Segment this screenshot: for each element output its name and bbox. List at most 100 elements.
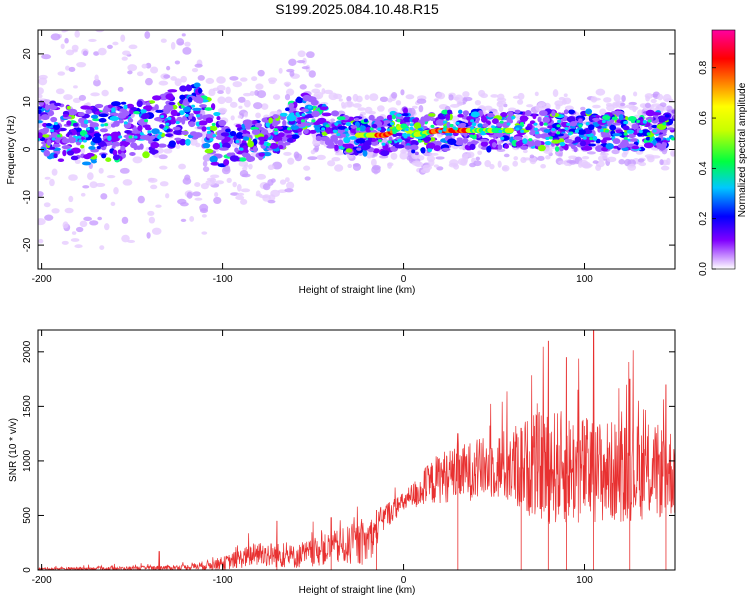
spectrogram-band-blob: [168, 140, 176, 148]
spectrogram-band-blob: [592, 117, 601, 122]
spectrogram-peak-blob: [290, 112, 295, 116]
spectrogram-peak-blob: [557, 119, 562, 123]
spectrogram-band-blob: [117, 112, 127, 119]
spectrogram-band-blob: [130, 107, 138, 111]
spectrogram-band-blob: [53, 153, 58, 159]
spectrogram-noise-blob: [132, 156, 143, 164]
spectrogram-peak-blob: [267, 142, 272, 147]
spectrogram-band-blob: [538, 110, 548, 116]
spectrogram-band-blob: [281, 137, 288, 142]
spectrogram-band-blob: [182, 101, 190, 106]
spectrogram-peak-blob: [300, 119, 305, 123]
spectrogram-peak-blob: [534, 131, 539, 135]
spectrogram-noise-blob: [454, 94, 464, 103]
spectrogram-band-blob: [533, 140, 542, 147]
spectrogram-band-blob: [38, 100, 44, 107]
spectrogram-noise-blob: [88, 38, 97, 42]
spectrogram-noise-blob: [99, 245, 105, 250]
spectrogram-noise-blob: [522, 149, 528, 154]
spectrogram-peak-blob: [191, 104, 196, 108]
spectrogram-peak-blob: [623, 136, 628, 140]
spectrogram-band-blob: [185, 138, 191, 146]
spectrogram-band-blob: [212, 142, 221, 150]
spectrogram-peak-blob: [321, 127, 326, 131]
spectrogram-band-blob: [367, 136, 372, 143]
spectrogram-noise-blob: [592, 160, 599, 164]
spectrogram-noise-blob: [618, 159, 626, 165]
spectrogram-peak-blob: [356, 127, 361, 131]
spectrogram-band-blob: [645, 116, 654, 122]
spectrogram-band-blob: [401, 113, 409, 117]
spectrogram-noise-blob: [308, 70, 316, 78]
spectrogram-noise-blob: [136, 71, 144, 77]
spectrogram-noise-blob: [38, 87, 44, 95]
spectrogram-noise-blob: [462, 91, 470, 98]
spectrogram-noise-blob: [232, 181, 237, 188]
spectrogram-noise-blob: [558, 153, 563, 157]
spectrogram-noise-blob: [294, 153, 303, 162]
spectrogram-band-blob: [651, 124, 658, 129]
spectrogram-band-blob: [174, 137, 182, 141]
spectrogram-noise-blob: [418, 105, 424, 113]
spectrogram-noise-blob: [75, 226, 84, 233]
spectrogram-band-blob: [525, 126, 531, 131]
spectrogram-noise-blob: [612, 101, 621, 107]
spectrogram-band-blob: [643, 142, 654, 149]
snr-y-ticks: 0 500 1000 1500 2000: [22, 340, 675, 573]
spectrogram-band-blob: [355, 138, 366, 144]
spectrogram-noise-blob: [194, 197, 203, 201]
spectrogram-peak-blob: [118, 135, 123, 139]
snr-series-line: [38, 330, 675, 570]
spectrogram-band-blob: [411, 149, 416, 154]
spectrogram-band-blob: [199, 104, 207, 108]
spectrogram-band-blob: [334, 144, 339, 152]
spectrogram-band-blob: [205, 117, 214, 124]
spectrogram-noise-blob: [235, 195, 245, 200]
spectrogram-band-blob: [408, 140, 419, 147]
spectrogram-noise-blob: [534, 91, 539, 97]
spectrogram-band-blob: [242, 136, 250, 141]
spectrogram-peak-blob: [452, 126, 457, 130]
spectrogram-band-blob: [306, 96, 317, 103]
spectrogram-band-blob: [477, 123, 483, 128]
spectrogram-noise-blob: [95, 182, 106, 188]
spectrogram-band-blob: [70, 155, 79, 161]
spectrogram-noise-blob: [202, 160, 208, 167]
spectrogram-noise-blob: [229, 76, 239, 81]
spectrogram-band-blob: [542, 116, 550, 124]
spectrogram-band-blob: [462, 137, 469, 144]
spectrogram-peak-blob: [574, 129, 579, 133]
spectrogram-peak-blob: [469, 134, 474, 138]
spectrogram-band-blob: [72, 122, 79, 127]
spectrogram-band-blob: [242, 145, 248, 152]
spectrogram-band-blob: [433, 145, 442, 152]
spectrogram-noise-blob: [106, 175, 116, 179]
spectrogram-peak-blob: [139, 132, 144, 136]
spectrogram-band-blob: [218, 119, 227, 127]
spectrogram-noise-blob: [490, 94, 499, 98]
spectrogram-band-blob: [50, 132, 59, 139]
spectrogram-noise-blob: [347, 163, 353, 169]
spectrogram-noise-blob: [255, 83, 264, 90]
spectrogram-band-blob: [82, 123, 89, 128]
colorbar-tick-label: 0.8: [698, 60, 709, 74]
spectrogram-band-blob: [336, 116, 346, 121]
spectrogram-noise-blob: [402, 147, 407, 153]
spectrogram-noise-blob: [225, 86, 231, 95]
spectrogram-noise-blob: [76, 61, 87, 68]
spectrogram-band-blob: [38, 132, 43, 139]
spectrogram-peak-blob: [567, 132, 572, 136]
y-tick-label: 2000: [22, 340, 33, 363]
spectrogram-band-blob: [112, 154, 121, 161]
spectrogram-band-blob: [455, 139, 464, 146]
spectrogram-noise-blob: [599, 152, 609, 157]
spectrogram-band-blob: [568, 109, 576, 115]
spectrogram-noise-blob: [74, 159, 81, 165]
spectrogram-band-blob: [391, 114, 396, 120]
spectrogram-noise-blob: [526, 104, 534, 108]
spectrogram-noise-blob: [590, 96, 598, 103]
spectrogram-band-blob: [469, 143, 476, 150]
spectrogram-noise-blob: [104, 22, 110, 28]
spectrogram-noise-blob: [191, 67, 199, 73]
spectrogram-band-blob: [286, 134, 293, 138]
